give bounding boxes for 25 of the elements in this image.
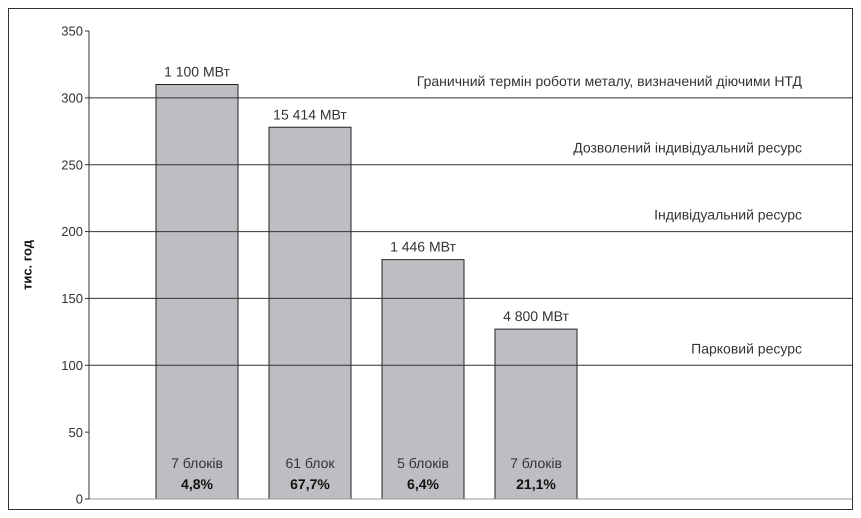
annotation: 4 800 МВт xyxy=(503,308,570,324)
y-tick-label: 100 xyxy=(61,358,83,373)
annotation: 21,1% xyxy=(516,476,556,492)
annotation: 1 446 МВт xyxy=(390,238,457,255)
y-tick-label: 350 xyxy=(61,24,83,39)
ref-line-label: Дозволений індивідуальний ресурс xyxy=(573,140,802,156)
ref-line-label: Парковий ресурс xyxy=(691,340,802,356)
ref-line-label: Індивідуальний ресурс xyxy=(654,206,802,223)
annotation: 4,8% xyxy=(181,476,214,492)
annotation: 5 блоків xyxy=(397,455,449,471)
y-tick-label: 250 xyxy=(61,157,83,172)
annotation: 6,4% xyxy=(407,476,440,492)
y-tick-label: 0 xyxy=(76,492,83,507)
annotation: 7 блоків xyxy=(171,455,223,471)
ref-line-label: Граничний термін роботи металу, визначений діючими НТД xyxy=(416,72,803,89)
annotation: 15 414 МВт xyxy=(273,106,348,122)
annotation: 1 100 МВт xyxy=(164,63,231,80)
y-tick-label: 50 xyxy=(68,424,83,440)
annotation: 7 блоків xyxy=(510,455,562,471)
y-tick-label: 300 xyxy=(61,90,83,106)
y-tick-label: 150 xyxy=(61,291,83,306)
y-tick-label: 200 xyxy=(61,224,83,240)
y-axis-title: тис. год xyxy=(20,239,35,290)
annotation: 67,7% xyxy=(290,476,330,492)
annotation: 61 блок xyxy=(285,455,336,471)
